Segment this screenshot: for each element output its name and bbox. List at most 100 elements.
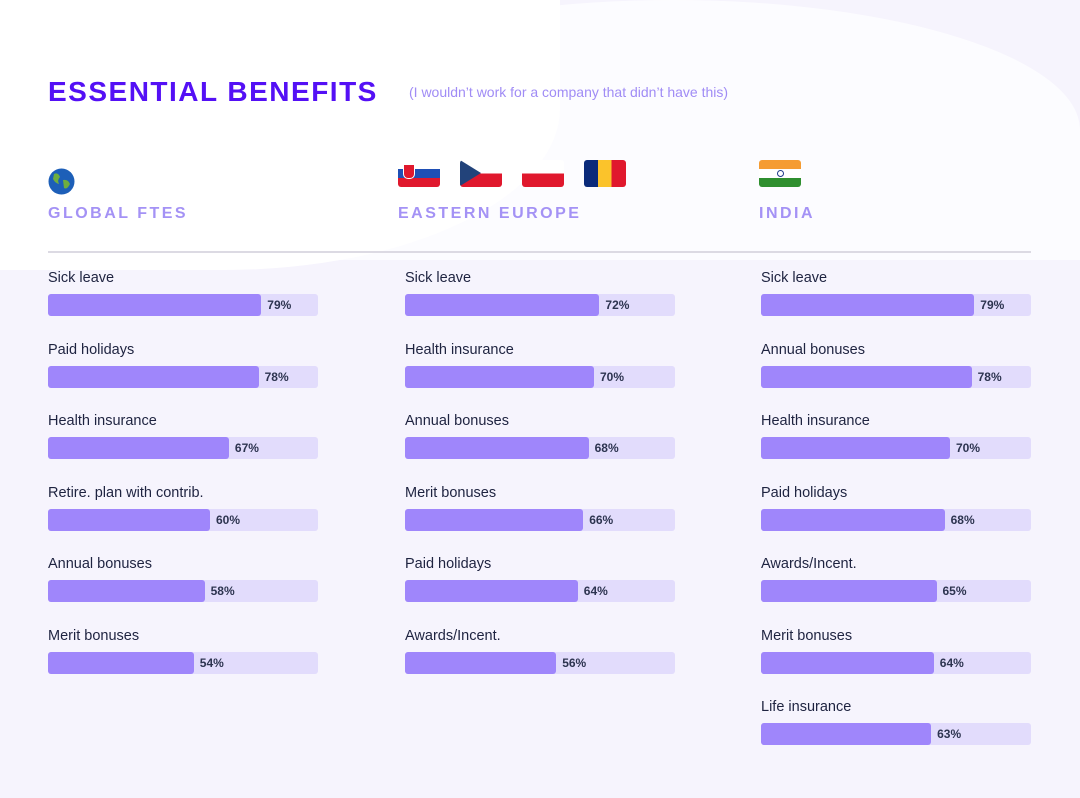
bar — [405, 580, 578, 602]
bar-row: Paid holidays 68% — [761, 484, 1031, 531]
bar-track: 78% — [761, 365, 1031, 388]
flags — [398, 160, 626, 187]
bar-value-label: 79% — [267, 298, 292, 312]
poland-flag-icon — [522, 160, 564, 187]
bar-label: Health insurance — [405, 341, 514, 358]
bar-track: 65% — [761, 580, 1031, 602]
bar-label: Health insurance — [48, 413, 157, 429]
bar-label: Paid holidays — [761, 484, 848, 501]
bar-value-label: 63% — [937, 727, 962, 741]
bar — [48, 651, 194, 674]
bar-track: 70% — [761, 437, 1031, 459]
bar-value-label: 66% — [589, 512, 614, 527]
bar — [48, 580, 205, 602]
bar-track: 79% — [48, 294, 318, 316]
bar-value-label: 64% — [939, 655, 964, 670]
bar-value-label: 70% — [956, 441, 981, 455]
bar-track: 79% — [761, 294, 1031, 316]
bar-track: 63% — [761, 723, 1031, 745]
bar-track: 72% — [405, 294, 675, 316]
bar-label: Annual bonuses — [48, 556, 152, 572]
bar-row: Annual bonuses 68% — [405, 413, 675, 459]
bar — [405, 651, 557, 674]
bar-label: Merit bonuses — [48, 627, 140, 644]
bar-value-label: 79% — [980, 298, 1005, 312]
region-title: EASTERN EUROPE — [398, 205, 582, 222]
bar-row: Life insurance 63% — [761, 699, 1031, 745]
bar-value-label: 67% — [234, 441, 259, 455]
divider — [48, 251, 1031, 253]
bar — [761, 365, 972, 388]
bar-track: 67% — [48, 437, 318, 459]
bar-label: Paid holidays — [405, 556, 492, 572]
bar-value-label: 78% — [264, 369, 289, 384]
bar-label: Retire. plan with contrib. — [48, 484, 204, 501]
bar-track: 56% — [405, 651, 675, 674]
bar-row: Paid holidays 64% — [405, 556, 675, 602]
bar-row: Health insurance 67% — [48, 413, 318, 459]
bar-value-label: 56% — [562, 655, 587, 670]
bar — [761, 723, 932, 745]
bar-track: 68% — [761, 508, 1031, 531]
bar-track: 64% — [405, 580, 675, 602]
bar-label: Merit bonuses — [405, 484, 497, 501]
bar — [48, 294, 262, 316]
czechia-flag-icon — [460, 160, 502, 187]
bar-value-label: 65% — [942, 584, 967, 598]
bar — [761, 580, 937, 602]
bar — [405, 508, 584, 531]
india-flag-icon — [759, 160, 801, 187]
bar-track: 78% — [48, 365, 318, 388]
bar-track: 66% — [405, 508, 675, 531]
bar-row: Sick leave 72% — [405, 270, 675, 316]
bar — [761, 651, 934, 674]
bar-value-label: 70% — [600, 369, 625, 384]
bar-row: Sick leave 79% — [761, 270, 1031, 316]
bar-row: Annual bonuses 58% — [48, 556, 318, 602]
bar-track: 70% — [405, 365, 675, 388]
bar-row: Awards/Incent. 56% — [405, 627, 675, 674]
bar-value-label: 54% — [199, 655, 224, 670]
bar-row: Health insurance 70% — [405, 341, 675, 388]
bar-label: Merit bonuses — [761, 627, 853, 644]
background-shape — [266, 0, 1080, 260]
bar-value-label: 68% — [594, 441, 619, 455]
bar-row: Sick leave 79% — [48, 270, 318, 316]
bar — [48, 508, 210, 531]
bar — [405, 437, 589, 459]
bar — [761, 437, 950, 459]
bar-row: Merit bonuses 64% — [761, 627, 1031, 674]
bar — [48, 365, 259, 388]
bar — [761, 508, 945, 531]
bar — [48, 437, 229, 459]
bar-label: Awards/Incent. — [405, 627, 501, 644]
bar — [405, 294, 600, 316]
bar-label: Sick leave — [48, 270, 115, 286]
globe-icon — [48, 168, 75, 195]
bar-label: Annual bonuses — [405, 413, 509, 429]
bar-label: Life insurance — [761, 699, 852, 715]
bar-label: Awards/Incent. — [761, 556, 857, 572]
bar-row: Awards/Incent. 65% — [761, 556, 1031, 602]
bar-row: Health insurance 70% — [761, 413, 1031, 459]
page-subtitle: (I wouldn’t work for a company that didn… — [409, 84, 729, 100]
bar-row: Merit bonuses 54% — [48, 627, 318, 674]
bar-row: Merit bonuses 66% — [405, 484, 675, 531]
bar-row: Paid holidays 78% — [48, 342, 318, 388]
bar-value-label: 64% — [583, 584, 608, 598]
bar-label: Annual bonuses — [761, 341, 865, 358]
slovakia-flag-icon — [398, 160, 440, 187]
bar — [405, 365, 594, 388]
region-title: INDIA — [759, 205, 816, 222]
bar-value-label: 68% — [950, 512, 975, 527]
bar-track: 58% — [48, 580, 318, 602]
bar-value-label: 78% — [977, 369, 1002, 384]
bar-track: 64% — [761, 651, 1031, 674]
flags — [759, 160, 801, 187]
bar-track: 60% — [48, 508, 318, 531]
bar-label: Sick leave — [405, 270, 472, 286]
bar — [761, 294, 975, 316]
page-title: ESSENTIAL BENEFITS — [48, 76, 378, 107]
romania-flag-icon — [584, 160, 626, 187]
bar-label: Sick leave — [761, 270, 828, 286]
